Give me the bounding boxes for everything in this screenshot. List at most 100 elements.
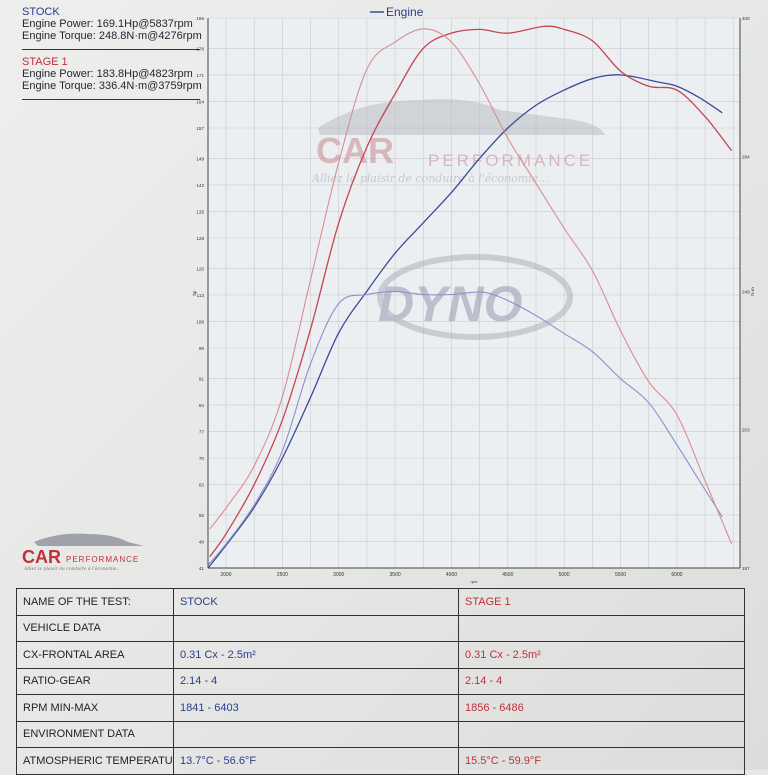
- stage1-title: STAGE 1: [22, 56, 68, 68]
- stock-torque-line: [207, 290, 723, 566]
- table-row: CX-FRONTAL AREA 0.31 Cx - 2.5m² 0.31 Cx …: [16, 641, 745, 669]
- table-row: ENVIRONMENT DATA: [16, 720, 745, 748]
- stock-value: 13.7°C - 56.6°F: [173, 747, 459, 775]
- stock-value: [173, 720, 459, 748]
- table-row: VEHICLE DATA: [16, 614, 745, 642]
- y-tick-label: 164: [196, 99, 204, 104]
- stock-value: STOCK: [173, 588, 459, 616]
- stage1-value: 15.5°C - 59.9°F: [458, 747, 745, 775]
- y-tick-label: 149: [196, 156, 204, 161]
- stage1-value: 0.31 Cx - 2.5m²: [458, 641, 745, 669]
- y-right-tick-label: 340: [742, 16, 750, 21]
- stage1-value: [458, 614, 745, 642]
- stock-summary: STOCK Engine Power: 169.1Hp@5837rpm Engi…: [22, 6, 202, 42]
- row-label: RPM MIN-MAX: [16, 694, 174, 722]
- x-tick-label: 6000: [671, 572, 682, 578]
- y-tick-label: 77: [199, 429, 205, 434]
- stage1-summary: STAGE 1 Engine Power: 183.8Hp@4823rpm En…: [22, 56, 202, 92]
- y-right-tick-label: 294: [742, 154, 750, 159]
- stock-value: 1841 - 6403: [173, 694, 459, 722]
- legend-label: Engine: [386, 5, 424, 19]
- y-tick-label: 157: [196, 126, 204, 131]
- stage1-torque-line: [209, 28, 733, 545]
- y-tick-label: 99: [199, 346, 205, 351]
- y-tick-label: 128: [196, 236, 204, 241]
- stock-value: [173, 614, 459, 642]
- x-tick-label: 3000: [333, 572, 344, 578]
- logo-tagline: Alliez le plaisir de conduire à l'économ…: [23, 565, 121, 572]
- divider: [22, 49, 200, 50]
- x-tick-label: 2000: [220, 572, 231, 578]
- row-label: VEHICLE DATA: [16, 614, 174, 642]
- stage1-value: STAGE 1: [458, 588, 745, 616]
- y-right-tick-label: 157: [742, 566, 750, 571]
- stage1-power-line: [209, 25, 733, 557]
- y-tick-label: 120: [196, 266, 204, 271]
- x-axis-label: rpm: [471, 579, 479, 584]
- table-row: NAME OF THE TEST: STOCK STAGE 1: [16, 588, 745, 616]
- stock-torque: Engine Torque: 248.8N·m@4276rpm: [22, 30, 202, 42]
- row-label: ENVIRONMENT DATA: [16, 720, 174, 748]
- test-data-table: NAME OF THE TEST: STOCK STAGE 1 VEHICLE …: [16, 588, 745, 775]
- y-tick-label: 135: [196, 209, 204, 214]
- logo-performance: PERFORMANCE: [66, 555, 139, 564]
- car-logo-icon: [34, 533, 144, 546]
- y-tick-label: 178: [196, 46, 204, 51]
- y-tick-label: 63: [199, 483, 205, 488]
- dyno-swoosh-icon: [377, 254, 573, 340]
- y-tick-label: 84: [199, 403, 205, 408]
- x-tick-label: 5000: [559, 572, 570, 578]
- table-row: RPM MIN-MAX 1841 - 6403 1856 - 6486: [16, 694, 745, 722]
- car-performance-logo: CAR PERFORMANCE Alliez le plaisir de con…: [22, 533, 144, 572]
- wm-tagline: Alliez le plaisir de conduire à l'économ…: [311, 172, 549, 185]
- y-tick-label: 48: [199, 539, 205, 544]
- y-tick-label: 41: [199, 566, 205, 571]
- y-right-tick-label: 249: [742, 289, 750, 294]
- y-tick-label: 171: [196, 73, 204, 78]
- wm-performance: PERFORMANCE: [428, 151, 593, 170]
- stage1-value: 1856 - 6486: [458, 694, 745, 722]
- logo-car: CAR: [22, 547, 61, 567]
- table-row: ATMOSPHERIC TEMPERATURE: 13.7°C - 56.6°F…: [16, 747, 745, 775]
- car-silhouette-icon: [318, 99, 605, 135]
- x-tick-label: 2500: [277, 572, 288, 578]
- y-tick-label: 55: [199, 513, 205, 518]
- car-performance-watermark: CAR PERFORMANCE Alliez le plaisir de con…: [311, 99, 605, 185]
- stage1-value: [458, 720, 745, 748]
- x-tick-label: 4500: [502, 572, 513, 578]
- table-row: RATIO-GEAR 2.14 - 4 2.14 - 4: [16, 667, 745, 695]
- y-axis-label: hp: [192, 290, 197, 296]
- legend: Engine: [370, 5, 424, 19]
- stage1-torque: Engine Torque: 336.4N·m@3759rpm: [22, 80, 202, 92]
- wm-car: CAR: [316, 130, 394, 171]
- wm-dyno: DYNO: [378, 276, 523, 332]
- stock-title: STOCK: [22, 6, 60, 18]
- y-tick-label: 70: [199, 456, 205, 461]
- stage1-value: 2.14 - 4: [458, 667, 745, 695]
- y-tick-label: 142: [196, 183, 204, 188]
- watermarks: CAR PERFORMANCE Alliez le plaisir de con…: [311, 99, 605, 340]
- y-right-axis-label: N·m: [750, 287, 755, 296]
- y-tick-label: 113: [197, 293, 205, 298]
- x-tick-label: 3500: [390, 572, 401, 578]
- row-label: NAME OF THE TEST:: [16, 588, 174, 616]
- divider: [22, 99, 200, 100]
- chart-series: [207, 25, 733, 569]
- stock-value: 2.14 - 4: [173, 667, 459, 695]
- stage1-power: Engine Power: 183.8Hp@4823rpm: [22, 68, 193, 80]
- stock-power: Engine Power: 169.1Hp@5837rpm: [22, 18, 193, 30]
- row-label: ATMOSPHERIC TEMPERATURE:: [16, 747, 174, 775]
- y-tick-label: 186: [196, 16, 204, 21]
- row-label: CX-FRONTAL AREA: [16, 641, 174, 669]
- x-tick-label: 5500: [615, 572, 626, 578]
- y-right-tick-label: 203: [742, 428, 750, 433]
- dyno-watermark: DYNO: [377, 254, 573, 340]
- chart-axes: 41 48 55 63 70 77 84 91 99 106 113 120 128 135 142 149 1…: [192, 16, 755, 584]
- y-tick-label: 106: [196, 319, 204, 324]
- stock-power-line: [207, 74, 723, 569]
- x-tick-label: 4000: [446, 572, 457, 578]
- dyno-chart: CAR PERFORMANCE Alliez le plaisir de con…: [192, 5, 755, 584]
- y-tick-label: 91: [199, 376, 205, 381]
- row-label: RATIO-GEAR: [16, 667, 174, 695]
- stock-value: 0.31 Cx - 2.5m²: [173, 641, 459, 669]
